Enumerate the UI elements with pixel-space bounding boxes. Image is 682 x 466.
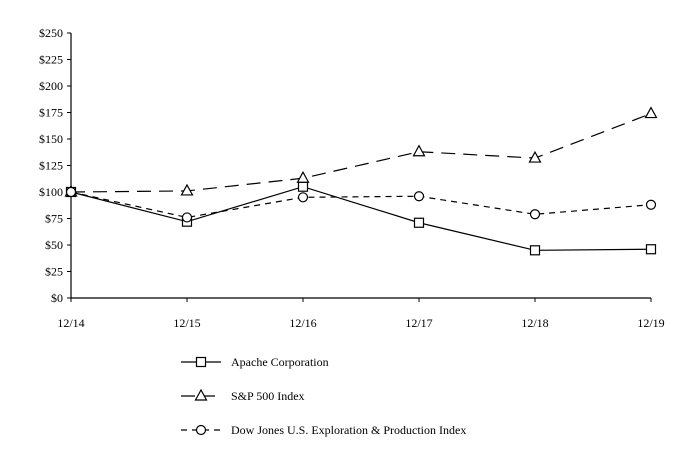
series-layer: [64, 106, 658, 256]
legend-marker-triangle: [194, 388, 208, 401]
data-point-circle: [181, 212, 193, 223]
data-point-circle: [65, 186, 77, 198]
y-tick-label: $50: [45, 238, 63, 252]
series-triangle: [64, 106, 658, 197]
y-tick-label: $175: [39, 106, 63, 120]
y-tick-label: $100: [39, 185, 63, 199]
x-tick-label: 12/15: [173, 316, 200, 330]
series-square: [65, 181, 657, 256]
y-tick-label: $125: [39, 159, 63, 173]
y-tick-label: $250: [39, 26, 63, 40]
series-line: [70, 186, 652, 251]
data-point-square: [529, 245, 541, 256]
data-point-circle: [413, 191, 425, 202]
legend-marker-square: [195, 356, 207, 368]
data-point-triangle: [644, 106, 658, 119]
series-line: [70, 112, 652, 193]
x-tick-label: 12/17: [405, 316, 432, 330]
y-axis-ticks: $0 $25 $50 $75 $100 $125 $150 $175 $200 $225 $250: [39, 26, 71, 305]
y-tick-label: $200: [39, 79, 63, 93]
data-point-circle: [529, 209, 541, 220]
data-point-square: [297, 181, 309, 192]
legend-item: Dow Jones U.S. Exploration & Production …: [181, 423, 466, 437]
series-line: [70, 191, 652, 219]
data-point-square: [645, 244, 657, 255]
x-tick-label: 12/16: [289, 316, 316, 330]
x-tick-label: 12/19: [637, 316, 664, 330]
data-point-triangle: [528, 150, 542, 163]
y-tick-label: $0: [51, 291, 63, 305]
y-tick-label: $75: [45, 212, 63, 226]
data-point-circle: [645, 199, 657, 210]
data-point-triangle: [180, 183, 194, 196]
x-axis-ticks: 12/14 12/15 12/16 12/17 12/18 12/19: [57, 298, 665, 330]
series-circle: [65, 186, 657, 223]
y-tick-label: $25: [45, 265, 63, 279]
data-point-square: [413, 217, 425, 228]
legend-item: Apache Corporation: [181, 355, 329, 369]
legend: Apache Corporation S&P 500 Index Dow Jones…: [181, 355, 466, 437]
x-tick-label: 12/14: [57, 316, 84, 330]
data-point-circle: [297, 192, 309, 203]
y-tick-label: $150: [39, 132, 63, 146]
y-tick-label: $225: [39, 53, 63, 67]
legend-label: Dow Jones U.S. Exploration & Production …: [231, 423, 466, 437]
legend-item: S&P 500 Index: [181, 388, 305, 403]
legend-marker-circle: [195, 424, 207, 436]
legend-label: Apache Corporation: [231, 355, 329, 369]
x-tick-label: 12/18: [521, 316, 548, 330]
data-point-triangle: [296, 170, 310, 183]
data-point-triangle: [412, 144, 426, 157]
legend-label: S&P 500 Index: [231, 389, 305, 403]
